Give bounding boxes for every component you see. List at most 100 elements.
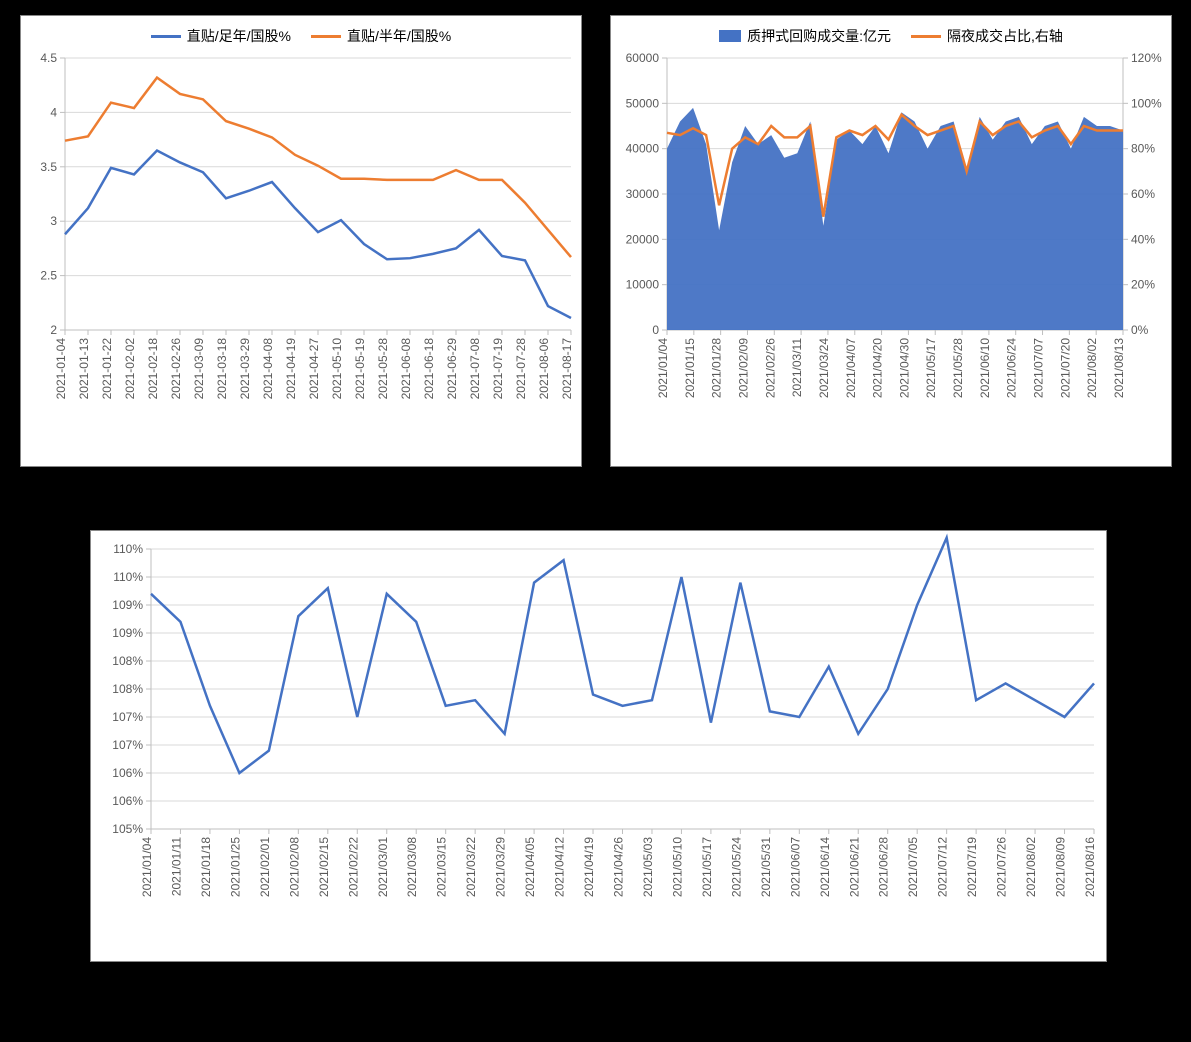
legend-swatch-area bbox=[719, 30, 741, 42]
svg-text:2021/03/24: 2021/03/24 bbox=[817, 338, 831, 398]
svg-text:2021/02/26: 2021/02/26 bbox=[763, 338, 777, 398]
svg-text:2021/05/31: 2021/05/31 bbox=[759, 837, 773, 897]
chart-ratio: 105% 106% 106% 107% 107% 108% 108% 109% 109% 110%… bbox=[90, 530, 1107, 962]
svg-text:0%: 0% bbox=[1131, 323, 1149, 337]
svg-text:2021-05-10: 2021-05-10 bbox=[330, 338, 344, 400]
svg-text:2021-01-22: 2021-01-22 bbox=[100, 338, 114, 400]
svg-text:2021/01/11: 2021/01/11 bbox=[169, 837, 183, 896]
svg-text:30000: 30000 bbox=[626, 187, 660, 201]
svg-text:2021/05/17: 2021/05/17 bbox=[700, 837, 714, 897]
svg-text:2021-03-09: 2021-03-09 bbox=[192, 338, 206, 400]
svg-text:2021/04/12: 2021/04/12 bbox=[553, 837, 567, 897]
svg-text:80%: 80% bbox=[1131, 142, 1155, 156]
svg-text:2021/07/20: 2021/07/20 bbox=[1058, 338, 1072, 398]
svg-text:2021/04/26: 2021/04/26 bbox=[612, 837, 626, 897]
svg-text:2021/07/05: 2021/07/05 bbox=[906, 837, 920, 897]
svg-text:2021-03-18: 2021-03-18 bbox=[215, 338, 229, 400]
svg-text:2021-04-27: 2021-04-27 bbox=[307, 338, 321, 400]
svg-text:2021-08-17: 2021-08-17 bbox=[560, 338, 574, 400]
svg-text:2021-06-29: 2021-06-29 bbox=[445, 338, 459, 400]
svg-text:2021/06/24: 2021/06/24 bbox=[1005, 338, 1019, 398]
svg-text:2021/04/30: 2021/04/30 bbox=[897, 338, 911, 398]
legend-swatch-2 bbox=[311, 35, 341, 38]
svg-text:3.5: 3.5 bbox=[40, 160, 57, 174]
svg-text:2021/01/15: 2021/01/15 bbox=[683, 338, 697, 398]
svg-text:107%: 107% bbox=[112, 738, 143, 752]
svg-text:2021/02/01: 2021/02/01 bbox=[258, 837, 272, 897]
svg-text:106%: 106% bbox=[112, 794, 143, 808]
svg-text:2021/06/21: 2021/06/21 bbox=[847, 837, 861, 897]
svg-text:60000: 60000 bbox=[626, 51, 660, 65]
svg-text:2021-08-06: 2021-08-06 bbox=[537, 338, 551, 400]
svg-text:40000: 40000 bbox=[626, 142, 660, 156]
svg-text:2021/01/28: 2021/01/28 bbox=[710, 338, 724, 398]
svg-text:2021/08/02: 2021/08/02 bbox=[1024, 837, 1038, 897]
legend-label-2: 直贴/半年/国股% bbox=[347, 26, 451, 46]
svg-text:2021-05-19: 2021-05-19 bbox=[353, 338, 367, 400]
svg-text:2021-07-08: 2021-07-08 bbox=[468, 338, 482, 400]
svg-text:2021/04/20: 2021/04/20 bbox=[871, 338, 885, 398]
svg-text:2021/01/04: 2021/01/04 bbox=[140, 837, 154, 897]
svg-text:2021/03/11: 2021/03/11 bbox=[790, 338, 804, 397]
svg-text:105%: 105% bbox=[112, 822, 143, 836]
svg-text:2021/03/22: 2021/03/22 bbox=[464, 837, 478, 897]
svg-text:2021/08/16: 2021/08/16 bbox=[1083, 837, 1097, 897]
svg-text:2021/03/01: 2021/03/01 bbox=[376, 837, 390, 897]
svg-text:106%: 106% bbox=[112, 766, 143, 780]
svg-text:2021-07-28: 2021-07-28 bbox=[514, 338, 528, 400]
svg-text:107%: 107% bbox=[112, 710, 143, 724]
svg-text:2021-05-28: 2021-05-28 bbox=[376, 338, 390, 400]
svg-text:2021/02/08: 2021/02/08 bbox=[287, 837, 301, 897]
svg-text:2021-04-19: 2021-04-19 bbox=[284, 338, 298, 400]
svg-text:110%: 110% bbox=[113, 570, 143, 584]
svg-text:110%: 110% bbox=[113, 542, 143, 556]
svg-text:2021-06-18: 2021-06-18 bbox=[422, 338, 436, 400]
legend-series-line: 隔夜成交占比,右轴 bbox=[911, 26, 1063, 46]
svg-text:2021/03/08: 2021/03/08 bbox=[405, 837, 419, 897]
svg-text:2021-01-13: 2021-01-13 bbox=[77, 338, 91, 400]
svg-text:2021/05/28: 2021/05/28 bbox=[951, 338, 965, 398]
svg-text:108%: 108% bbox=[112, 682, 143, 696]
svg-text:2021/06/28: 2021/06/28 bbox=[877, 837, 891, 897]
svg-text:2021-01-04: 2021-01-04 bbox=[54, 338, 68, 400]
chart-repo: 质押式回购成交量:亿元 隔夜成交占比,右轴 00%1000020%2000040… bbox=[610, 15, 1172, 467]
svg-text:2021/05/24: 2021/05/24 bbox=[729, 837, 743, 897]
svg-text:108%: 108% bbox=[112, 654, 143, 668]
svg-text:4.5: 4.5 bbox=[40, 51, 57, 65]
svg-text:120%: 120% bbox=[1131, 51, 1162, 65]
svg-text:2021/02/15: 2021/02/15 bbox=[317, 837, 331, 897]
chart3-svg: 105% 106% 106% 107% 107% 108% 108% 109% 109% 110%… bbox=[91, 531, 1106, 961]
svg-text:2021-02-26: 2021-02-26 bbox=[169, 338, 183, 400]
svg-text:2021/01/25: 2021/01/25 bbox=[228, 837, 242, 897]
svg-text:100%: 100% bbox=[1131, 96, 1162, 110]
svg-text:10000: 10000 bbox=[626, 278, 660, 292]
svg-text:2021-03-29: 2021-03-29 bbox=[238, 338, 252, 400]
svg-text:2021/05/03: 2021/05/03 bbox=[641, 837, 655, 897]
chart1-svg: 22.533.544.52021-01-042021-01-132021-01-… bbox=[21, 50, 581, 460]
svg-text:20%: 20% bbox=[1131, 278, 1155, 292]
legend-series-1: 直贴/足年/国股% bbox=[151, 26, 291, 46]
svg-text:2021/02/22: 2021/02/22 bbox=[346, 837, 360, 897]
svg-text:2021-07-19: 2021-07-19 bbox=[491, 338, 505, 400]
svg-text:2021/08/09: 2021/08/09 bbox=[1054, 837, 1068, 897]
svg-text:2021-02-02: 2021-02-02 bbox=[123, 338, 137, 400]
svg-text:2021/01/18: 2021/01/18 bbox=[199, 837, 213, 897]
svg-text:2021/03/29: 2021/03/29 bbox=[494, 837, 508, 897]
svg-text:20000: 20000 bbox=[626, 232, 660, 246]
svg-text:2021/06/10: 2021/06/10 bbox=[978, 338, 992, 398]
svg-text:109%: 109% bbox=[112, 626, 143, 640]
legend-label-area: 质押式回购成交量:亿元 bbox=[747, 26, 891, 46]
svg-text:2.5: 2.5 bbox=[40, 269, 57, 283]
svg-text:2021/07/12: 2021/07/12 bbox=[936, 837, 950, 897]
legend-label-1: 直贴/足年/国股% bbox=[187, 26, 291, 46]
chart2-svg: 00%1000020%2000040%3000060%4000080%50000… bbox=[611, 50, 1171, 460]
svg-text:2021/07/07: 2021/07/07 bbox=[1032, 338, 1046, 398]
svg-text:2021-06-08: 2021-06-08 bbox=[399, 338, 413, 400]
svg-text:2021/06/14: 2021/06/14 bbox=[818, 837, 832, 897]
svg-text:2: 2 bbox=[50, 323, 57, 337]
svg-text:2021/05/17: 2021/05/17 bbox=[924, 338, 938, 398]
svg-text:60%: 60% bbox=[1131, 187, 1155, 201]
svg-text:109%: 109% bbox=[112, 598, 143, 612]
svg-text:40%: 40% bbox=[1131, 232, 1155, 246]
legend-series-area: 质押式回购成交量:亿元 bbox=[719, 26, 891, 46]
